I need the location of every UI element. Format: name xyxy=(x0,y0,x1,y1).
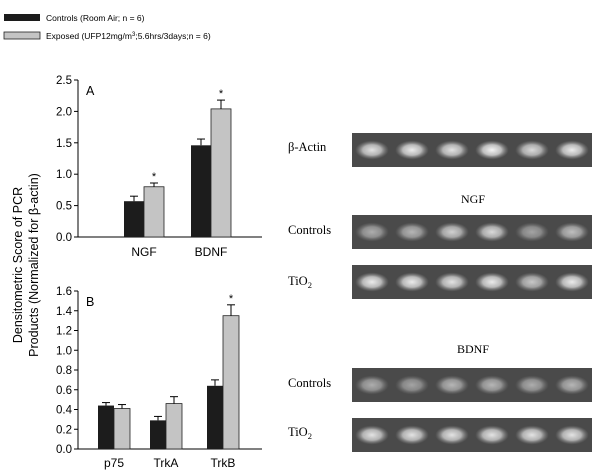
gel-background xyxy=(352,418,592,452)
gel-band xyxy=(475,375,509,395)
gel-band xyxy=(555,140,589,160)
bar-exposed-bdnf xyxy=(210,108,232,238)
gel-band xyxy=(355,425,389,445)
significance-marker: * xyxy=(152,171,157,183)
gel-band xyxy=(395,222,429,242)
gel-band xyxy=(435,272,469,292)
gel-band xyxy=(355,140,389,160)
gel-band xyxy=(395,375,429,395)
gel-row-beta-actin xyxy=(352,133,592,167)
y-tick-label: 1.4 xyxy=(56,306,73,318)
gel-band xyxy=(435,222,469,242)
gel-label-beta-actin: β-Actin xyxy=(288,140,327,154)
gel-row-ngf-tio2 xyxy=(352,265,592,299)
legend: Controls (Room Air; n = 6) Exposed (UFP1… xyxy=(3,13,211,41)
y-tick-label: 2.0 xyxy=(56,106,72,118)
y-tick-label: 1.5 xyxy=(56,138,72,150)
gel-band xyxy=(515,272,549,292)
y-tick-label: 0.0 xyxy=(56,444,72,456)
gel-background xyxy=(352,133,592,167)
y-tick-label: 0.8 xyxy=(56,365,72,377)
gel-band xyxy=(435,375,469,395)
gel-band xyxy=(515,425,549,445)
x-tick-label: NGF xyxy=(131,245,156,259)
x-tick-label: TrkB xyxy=(211,456,236,470)
gel-background xyxy=(352,265,592,299)
y-tick-label: 1.0 xyxy=(56,169,72,181)
gel-band xyxy=(555,425,589,445)
gel-band xyxy=(435,425,469,445)
y-tick-label: 0.6 xyxy=(56,385,72,397)
y-axis-label-line2: Products (Normalized for β-actin) xyxy=(27,173,41,357)
x-tick-label: p75 xyxy=(104,456,124,470)
gel-band xyxy=(555,272,589,292)
y-tick-label: 2.5 xyxy=(56,75,72,87)
y-axis-label-line1: Densitometric Score of PCR xyxy=(11,187,25,343)
bar-controls-p75 xyxy=(98,405,114,449)
x-tick-label: TrkA xyxy=(154,456,179,470)
chart-panel-a: 0.0 0.5 1.0 1.5 2.0 2.5 A * NGF * BDNF xyxy=(56,75,262,259)
gel-label-controls-bdnf: Controls xyxy=(288,376,331,390)
y-tick-label: 0.0 xyxy=(56,232,72,244)
significance-marker: * xyxy=(229,293,234,305)
legend-swatch-controls xyxy=(4,14,40,21)
gel-label-tio2-ngf: TiO2 xyxy=(288,274,312,290)
bar-controls-ngf xyxy=(124,201,144,237)
y-tick-label: 1.0 xyxy=(56,345,72,357)
y-tick-label: 0.4 xyxy=(56,405,73,417)
gel-band xyxy=(395,272,429,292)
legend-label-controls: Controls (Room Air; n = 6) xyxy=(46,13,145,23)
gel-label-tio2-bdnf: TiO2 xyxy=(288,425,312,441)
gel-band xyxy=(515,222,549,242)
bar-exposed-p75 xyxy=(113,408,131,450)
gel-band xyxy=(355,375,389,395)
gel-band xyxy=(555,222,589,242)
gel-band xyxy=(555,375,589,395)
gel-band xyxy=(515,375,549,395)
bar-controls-bdnf xyxy=(191,145,211,237)
y-tick-label: 1.2 xyxy=(56,326,72,338)
bar-exposed-ngf xyxy=(143,186,165,238)
gel-band xyxy=(435,140,469,160)
gel-row-ngf-controls xyxy=(352,215,592,249)
bar-controls-trka xyxy=(150,420,166,449)
gel-band xyxy=(475,140,509,160)
gel-row-bdnf-tio2 xyxy=(352,418,592,452)
panel-label: B xyxy=(86,295,94,309)
y-tick-label: 0.5 xyxy=(56,201,72,213)
x-tick-label: BDNF xyxy=(195,245,228,259)
legend-swatch-exposed xyxy=(3,31,41,40)
gel-title-ngf: NGF xyxy=(461,192,485,206)
y-tick-label: 0.2 xyxy=(56,424,72,436)
gel-band xyxy=(395,140,429,160)
gel-background xyxy=(352,215,592,249)
bar-controls-trkb xyxy=(207,385,223,449)
significance-marker: * xyxy=(219,88,224,100)
y-axis-label: Densitometric Score of PCR Products (Nor… xyxy=(11,173,41,357)
gel-background xyxy=(352,368,592,402)
bar-exposed-trka xyxy=(165,403,183,450)
gel-band xyxy=(475,425,509,445)
bar-exposed-trkb xyxy=(222,315,240,450)
gel-band xyxy=(355,222,389,242)
legend-label-exposed: Exposed (UFP12mg/m3;5.6hrs/3days;n = 6) xyxy=(46,31,211,41)
gel-band xyxy=(355,272,389,292)
panel-label: A xyxy=(86,84,95,98)
y-tick-label: 1.6 xyxy=(56,286,72,298)
gel-band xyxy=(475,222,509,242)
gel-label-controls-ngf: Controls xyxy=(288,223,331,237)
gel-band xyxy=(475,272,509,292)
gel-band xyxy=(395,425,429,445)
gel-panel: β-Actin NGF Controls TiO2 BDNF Controls … xyxy=(288,133,592,452)
gel-band xyxy=(515,140,549,160)
gel-title-bdnf: BDNF xyxy=(457,342,489,356)
gel-row-bdnf-controls xyxy=(352,368,592,402)
